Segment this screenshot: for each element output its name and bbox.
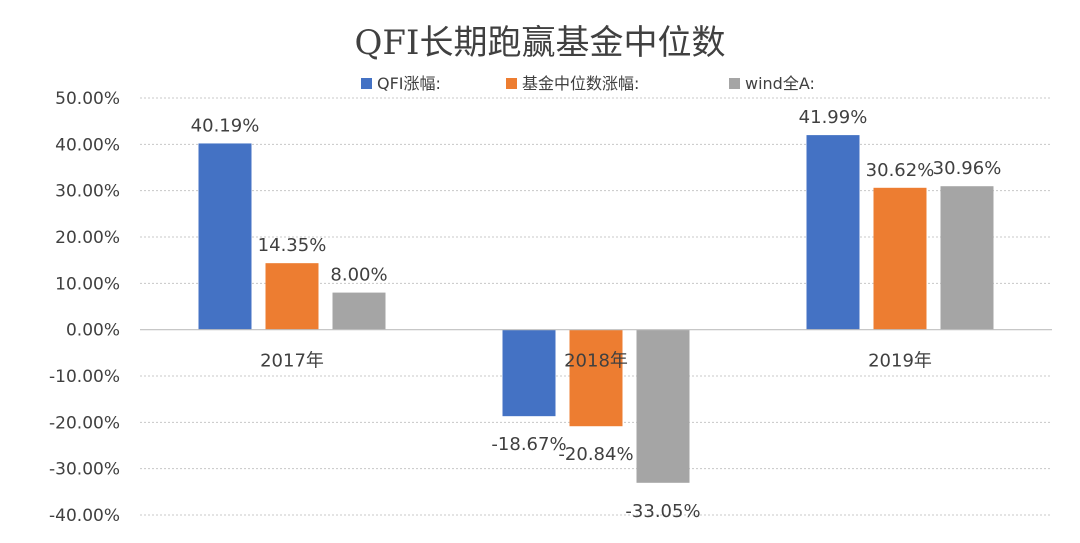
legend: QFI涨幅: 基金中位数涨幅: wind全A: <box>361 74 815 93</box>
bar <box>332 292 386 330</box>
y-axis: 50.00% 40.00% 30.00% 20.00% 10.00% 0.00% -10.0… <box>49 89 120 526</box>
bar <box>265 263 319 330</box>
chart-title: QFI长期跑赢基金中位数 <box>355 23 726 63</box>
x-axis: 2017年 2018年 2019年 <box>140 329 1052 372</box>
bar <box>502 329 556 417</box>
legend-swatch <box>361 78 372 89</box>
y-tick-label: 30.00% <box>55 182 120 202</box>
y-tick-label: 10.00% <box>55 274 120 294</box>
y-tick-label: 0.00% <box>66 321 120 341</box>
legend-label: QFI涨幅: <box>377 74 441 93</box>
bar <box>636 329 690 483</box>
data-label: -33.05% <box>625 501 700 522</box>
data-label: 30.62% <box>866 160 935 181</box>
bar <box>806 135 860 330</box>
data-label: 30.96% <box>933 158 1002 179</box>
y-tick-label: -30.00% <box>49 460 120 480</box>
data-label: -18.67% <box>491 434 566 455</box>
y-tick-label: 50.00% <box>55 89 120 109</box>
y-tick-label: -20.00% <box>49 413 120 433</box>
y-tick-label: 40.00% <box>55 135 120 155</box>
y-tick-label: -40.00% <box>49 506 120 526</box>
bar <box>198 143 252 330</box>
data-label: 14.35% <box>258 235 327 256</box>
data-label: 40.19% <box>191 115 260 136</box>
data-label: 8.00% <box>330 265 387 286</box>
bars <box>198 135 994 483</box>
x-tick-label: 2018年 <box>564 351 628 372</box>
bar <box>940 186 994 330</box>
y-tick-label: -10.00% <box>49 367 120 387</box>
legend-label: 基金中位数涨幅: <box>522 74 639 93</box>
legend-swatch <box>729 78 740 89</box>
bar <box>873 187 927 330</box>
y-tick-label: 20.00% <box>55 228 120 248</box>
x-tick-label: 2017年 <box>260 351 324 372</box>
x-tick-label: 2019年 <box>868 351 932 372</box>
legend-label: wind全A: <box>745 74 815 93</box>
legend-swatch <box>506 78 517 89</box>
data-labels: 40.19% 14.35%8.00% -18.67%-20.84% -33.05% 41… <box>191 107 1002 522</box>
data-label: 41.99% <box>799 107 868 128</box>
bar <box>569 329 623 427</box>
data-label: -20.84% <box>558 444 633 465</box>
